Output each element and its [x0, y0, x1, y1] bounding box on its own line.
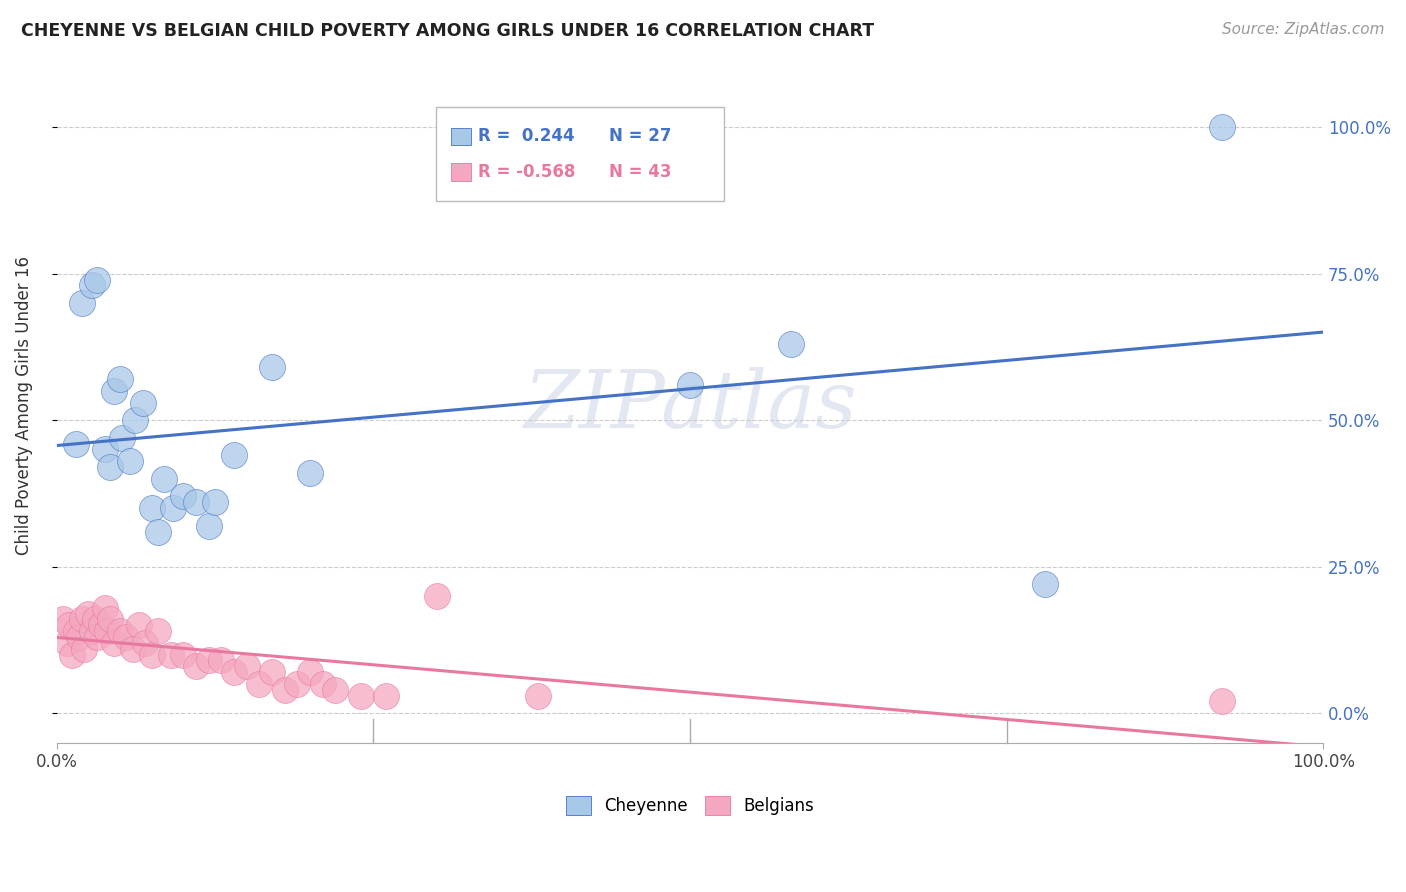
- Point: [679, 378, 702, 392]
- Text: CHEYENNE VS BELGIAN CHILD POVERTY AMONG GIRLS UNDER 16 CORRELATION CHART: CHEYENNE VS BELGIAN CHILD POVERTY AMONG …: [21, 22, 875, 40]
- Point: [172, 648, 194, 662]
- Point: [209, 653, 232, 667]
- Point: [527, 689, 550, 703]
- Point: [146, 624, 169, 639]
- Point: [222, 448, 245, 462]
- Point: [204, 495, 226, 509]
- Point: [93, 442, 115, 457]
- Point: [124, 413, 146, 427]
- Text: R =  0.244: R = 0.244: [478, 128, 575, 145]
- Point: [70, 296, 93, 310]
- Point: [222, 665, 245, 680]
- Point: [141, 501, 163, 516]
- Point: [197, 653, 219, 667]
- Point: [197, 518, 219, 533]
- Point: [52, 612, 75, 626]
- Text: N = 27: N = 27: [609, 128, 671, 145]
- Point: [260, 360, 283, 375]
- Point: [55, 636, 77, 650]
- Point: [247, 677, 270, 691]
- Point: [86, 272, 108, 286]
- Point: [349, 689, 371, 703]
- Point: [98, 612, 121, 626]
- Point: [103, 636, 125, 650]
- Point: [65, 624, 87, 639]
- Point: [121, 641, 143, 656]
- Point: [90, 618, 112, 632]
- Point: [134, 636, 156, 650]
- Point: [67, 630, 90, 644]
- Point: [159, 648, 181, 662]
- Point: [80, 624, 103, 639]
- Point: [285, 677, 308, 691]
- Point: [184, 659, 207, 673]
- Point: [96, 624, 118, 639]
- Point: [86, 630, 108, 644]
- Point: [120, 454, 142, 468]
- Point: [146, 524, 169, 539]
- Point: [77, 607, 100, 621]
- Point: [153, 472, 176, 486]
- Point: [1033, 577, 1056, 591]
- Point: [115, 630, 138, 644]
- Point: [323, 682, 346, 697]
- Y-axis label: Child Poverty Among Girls Under 16: Child Poverty Among Girls Under 16: [15, 256, 32, 555]
- Point: [103, 384, 125, 398]
- Legend: Cheyenne, Belgians: Cheyenne, Belgians: [560, 789, 820, 822]
- Point: [260, 665, 283, 680]
- Point: [83, 612, 105, 626]
- Point: [128, 618, 150, 632]
- Point: [73, 641, 96, 656]
- Text: R = -0.568: R = -0.568: [478, 163, 575, 181]
- Point: [132, 395, 155, 409]
- Point: [80, 278, 103, 293]
- Point: [111, 431, 134, 445]
- Text: N = 43: N = 43: [609, 163, 671, 181]
- Point: [311, 677, 333, 691]
- Point: [108, 372, 131, 386]
- Point: [374, 689, 396, 703]
- Point: [98, 460, 121, 475]
- Point: [70, 612, 93, 626]
- Point: [60, 648, 83, 662]
- Text: Source: ZipAtlas.com: Source: ZipAtlas.com: [1222, 22, 1385, 37]
- Point: [93, 600, 115, 615]
- Point: [1211, 120, 1233, 135]
- Text: ZIPatlas: ZIPatlas: [523, 367, 856, 444]
- Point: [273, 682, 295, 697]
- Point: [184, 495, 207, 509]
- Point: [141, 648, 163, 662]
- Point: [298, 665, 321, 680]
- Point: [58, 618, 80, 632]
- Point: [298, 466, 321, 480]
- Point: [780, 337, 803, 351]
- Point: [172, 489, 194, 503]
- Point: [65, 436, 87, 450]
- Point: [426, 589, 449, 603]
- Point: [1211, 694, 1233, 708]
- Point: [235, 659, 257, 673]
- Point: [108, 624, 131, 639]
- Point: [162, 501, 184, 516]
